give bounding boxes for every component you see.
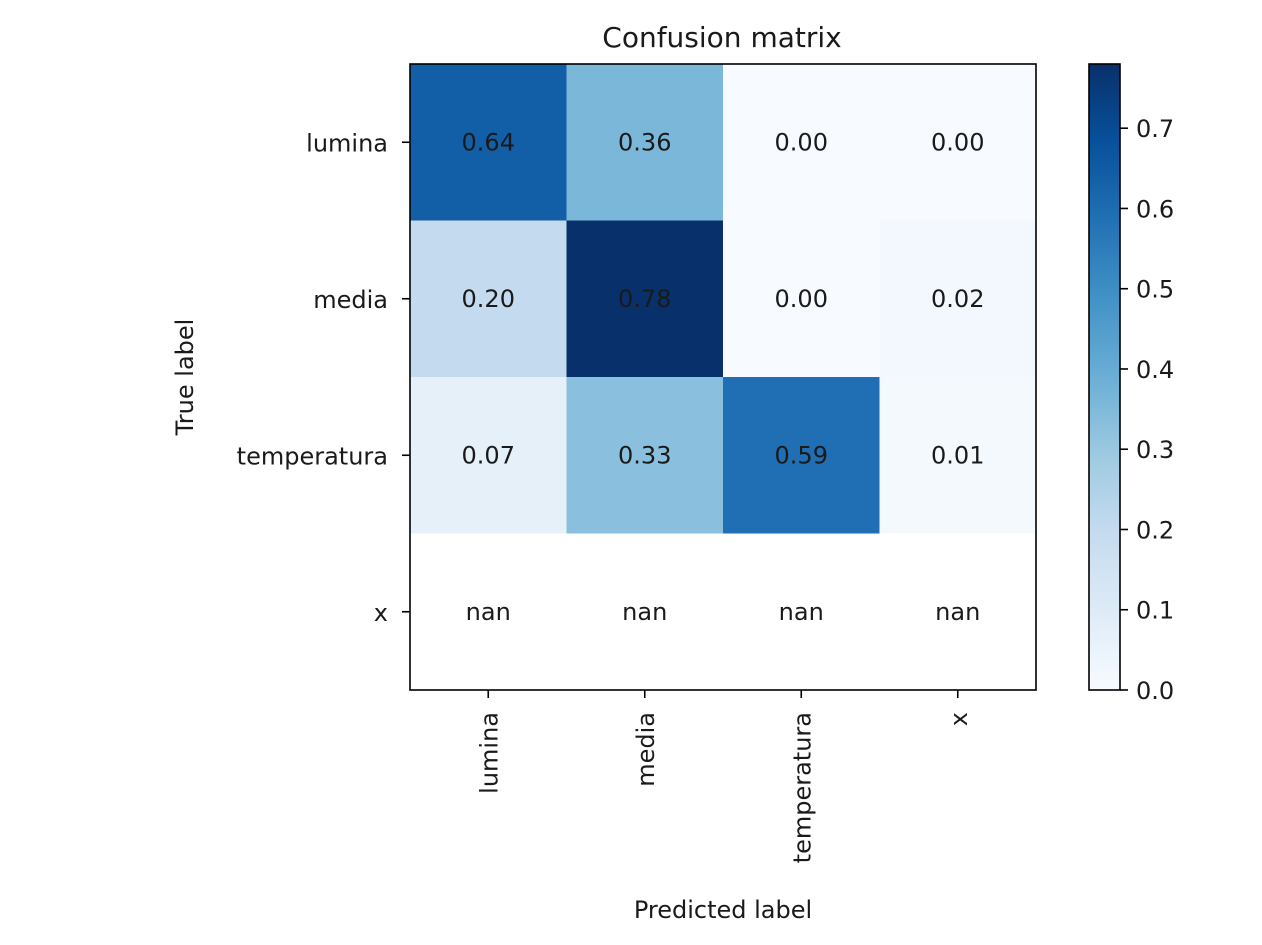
y-tick-label: lumina (306, 129, 388, 157)
colorbar-frame (1088, 63, 1121, 691)
heatmap-cell (410, 220, 567, 378)
x-axis-label: Predicted label (634, 896, 812, 924)
heatmap-cell (566, 533, 724, 691)
heatmap-cell (410, 377, 567, 534)
colorbar-tick-label: 0.6 (1136, 195, 1174, 223)
x-axis-ticks: lumina media temperatura x (475, 690, 973, 863)
cell-value-label: nan (935, 598, 980, 626)
colorbar-tick-label: 0.7 (1136, 115, 1174, 143)
heatmap-cell (879, 64, 1037, 221)
colorbar-gradient (1089, 64, 1120, 690)
colorbar-tick-label: 0.4 (1136, 356, 1174, 384)
colorbar-tick-label: 0.5 (1136, 276, 1174, 304)
colorbar-tick-label: 0.0 (1136, 677, 1174, 705)
cell-value-label: 0.33 (618, 441, 671, 469)
heatmap-cell (410, 533, 567, 691)
heatmap-cell (410, 64, 567, 221)
y-axis-label: True label (171, 319, 199, 437)
heatmap-cell (879, 533, 1037, 691)
cell-value-label: 0.00 (931, 128, 984, 156)
heatmap-cell (723, 377, 880, 534)
chart-title: Confusion matrix (602, 21, 841, 54)
y-axis-ticks: lumina media temperatura x (237, 129, 410, 627)
cell-value-label: 0.59 (775, 441, 828, 469)
heatmap-cell (566, 64, 724, 221)
heatmap-cell (566, 377, 724, 534)
y-tick-label: media (313, 286, 388, 314)
colorbar-ticks: 0.0 0.1 0.2 0.3 0.4 0.5 0.6 0.7 (1120, 115, 1174, 705)
cell-value-label: 0.00 (775, 128, 828, 156)
heatmap-cell (723, 533, 880, 691)
heatmap-cell (723, 220, 880, 378)
y-tick-label: x (374, 599, 388, 627)
cell-value-label: 0.02 (931, 285, 984, 313)
x-tick-label: media (632, 712, 660, 787)
colorbar-tick-label: 0.2 (1136, 516, 1174, 544)
cell-value-label: 0.20 (462, 285, 515, 313)
x-tick-label: lumina (475, 712, 503, 794)
heatmap-cell-labels: 0.64 0.36 0.00 0.00 0.20 0.78 0.00 0.02 0.07 0.33… (462, 128, 985, 626)
heatmap-cell (566, 220, 724, 378)
x-tick-label: temperatura (788, 712, 816, 863)
cell-value-label: 0.36 (618, 128, 671, 156)
cell-value-label: 0.07 (462, 441, 515, 469)
heatmap-cell (879, 377, 1037, 534)
cell-value-label: 0.78 (618, 285, 671, 313)
cell-value-label: 0.64 (462, 128, 515, 156)
colorbar-tick-label: 0.1 (1136, 597, 1174, 625)
y-tick-label: temperatura (237, 442, 388, 470)
plot-frame (409, 63, 1037, 691)
cell-value-label: nan (466, 598, 511, 626)
x-tick-label: x (945, 712, 973, 726)
cell-value-label: 0.01 (931, 441, 984, 469)
heatmap-cell (723, 64, 880, 221)
heatmap-cells (410, 64, 1037, 691)
cell-value-label: nan (779, 598, 824, 626)
cell-value-label: 0.00 (775, 285, 828, 313)
colorbar-tick-label: 0.3 (1136, 436, 1174, 464)
cell-value-label: nan (622, 598, 667, 626)
heatmap-cell (879, 220, 1037, 378)
